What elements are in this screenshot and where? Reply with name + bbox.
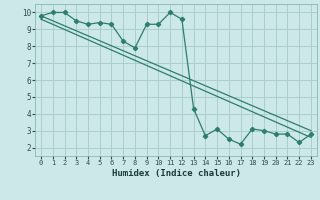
X-axis label: Humidex (Indice chaleur): Humidex (Indice chaleur) (111, 169, 241, 178)
